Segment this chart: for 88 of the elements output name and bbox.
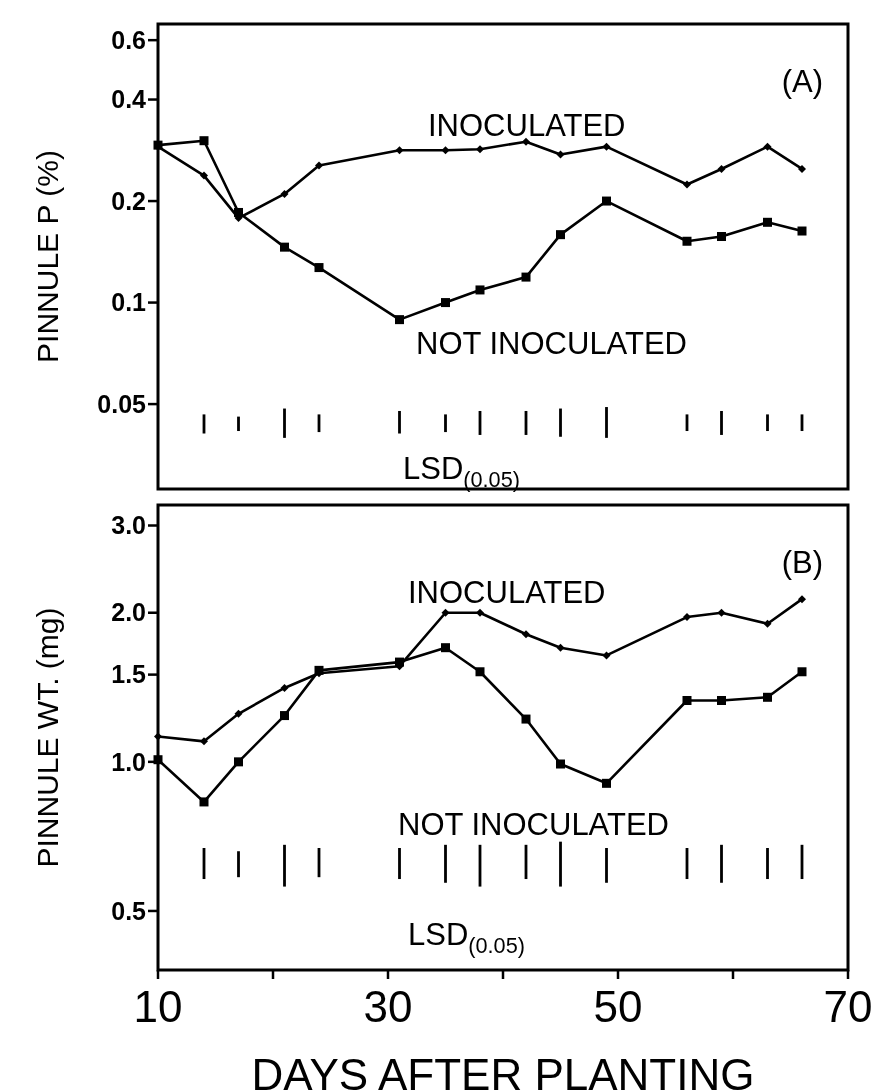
point xyxy=(556,150,565,159)
point xyxy=(798,164,806,173)
y-tick-label: 1.5 xyxy=(111,660,147,689)
y-tick-label: 1.0 xyxy=(111,747,146,776)
point xyxy=(717,164,726,173)
y-tick-label: 0.6 xyxy=(111,25,146,54)
point xyxy=(441,298,450,308)
point xyxy=(556,230,565,240)
point xyxy=(682,696,692,705)
point xyxy=(154,732,162,741)
point xyxy=(602,196,611,206)
point xyxy=(475,667,485,677)
point xyxy=(798,595,806,604)
point xyxy=(476,608,484,617)
series-label: INOCULATED xyxy=(408,575,606,610)
y-tick-label: 0.5 xyxy=(111,896,147,925)
bar xyxy=(283,844,286,887)
point xyxy=(441,643,450,653)
point xyxy=(717,696,726,705)
annotation: (A) xyxy=(781,64,823,99)
point xyxy=(797,226,807,236)
bar xyxy=(444,844,447,883)
point xyxy=(153,755,163,765)
bar xyxy=(237,851,240,878)
point xyxy=(234,757,243,767)
bar xyxy=(605,848,608,883)
y-tick-label: 0.05 xyxy=(97,389,147,418)
point xyxy=(763,142,772,151)
point xyxy=(763,217,772,227)
point xyxy=(234,709,243,718)
point xyxy=(683,613,691,622)
x-axis-title: DAYS AFTER PLANTING xyxy=(251,1050,755,1092)
y-axis-title: PINNULE WT. (mg) xyxy=(31,607,64,868)
x-tick-label: 30 xyxy=(363,982,413,1031)
point xyxy=(280,711,289,721)
point xyxy=(200,171,208,180)
x-tick-label: 50 xyxy=(593,982,643,1031)
annotation: (B) xyxy=(781,545,823,580)
point xyxy=(280,683,289,692)
y-tick-label: 3.0 xyxy=(111,511,146,540)
point xyxy=(521,714,531,724)
point xyxy=(315,161,323,170)
series-label: INOCULATED xyxy=(428,108,626,143)
point xyxy=(441,608,450,617)
series-label: NOT INOCULATED xyxy=(398,807,669,842)
y-tick-label: 2.0 xyxy=(111,598,146,627)
point xyxy=(797,667,807,677)
point xyxy=(521,272,531,282)
bar xyxy=(559,841,562,887)
point xyxy=(314,665,324,675)
point xyxy=(280,242,289,252)
point xyxy=(441,146,450,155)
series-label: NOT INOCULATED xyxy=(416,326,687,361)
point xyxy=(234,207,243,217)
annotation: LSD$_{(0.05)}$ xyxy=(408,917,525,958)
point xyxy=(602,142,611,151)
point xyxy=(395,146,404,155)
point xyxy=(314,263,324,273)
point xyxy=(682,236,692,246)
point xyxy=(763,692,772,702)
point xyxy=(199,797,209,807)
y-axis-title: PINNULE P (%) xyxy=(31,150,64,363)
bar xyxy=(720,844,723,883)
point xyxy=(395,657,404,667)
x-tick-label: 70 xyxy=(823,982,873,1031)
point xyxy=(717,608,726,617)
point xyxy=(199,136,209,146)
point xyxy=(683,180,691,189)
point xyxy=(602,778,611,788)
point xyxy=(556,643,565,652)
point xyxy=(602,651,611,660)
point xyxy=(200,737,208,746)
point xyxy=(522,137,530,146)
bar xyxy=(398,848,401,880)
point xyxy=(522,630,530,639)
point xyxy=(475,285,485,295)
point xyxy=(763,619,772,628)
annotation: LSD$_{(0.05)}$ xyxy=(403,451,520,492)
bar xyxy=(766,848,769,880)
y-tick-label: 0.2 xyxy=(111,186,146,215)
x-tick-label: 10 xyxy=(133,982,183,1031)
y-tick-label: 0.1 xyxy=(111,288,147,317)
point xyxy=(476,145,484,154)
point xyxy=(717,232,726,242)
y-tick-label: 0.4 xyxy=(111,85,147,114)
point xyxy=(556,759,565,769)
point xyxy=(395,315,404,325)
point xyxy=(280,189,289,198)
